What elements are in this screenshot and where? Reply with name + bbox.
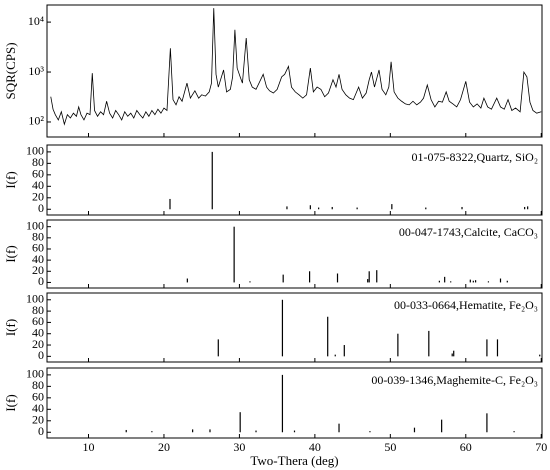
y-tick-label: 10² bbox=[28, 114, 44, 128]
x-axis-label: Two-Thera (deg) bbox=[250, 453, 338, 468]
y-tick-label: 100 bbox=[26, 144, 44, 158]
plot-frame bbox=[46, 4, 543, 138]
y-tick-label: 100 bbox=[26, 218, 44, 232]
y-tick-label: 60 bbox=[32, 390, 44, 404]
y-tick-label: 100 bbox=[26, 292, 44, 306]
x-tick-label: 60 bbox=[460, 440, 472, 454]
y-tick-label: 80 bbox=[32, 378, 44, 392]
x-tick-label: 30 bbox=[233, 440, 245, 454]
pattern-label: 00-047-1743,Calcite, CaCO₃ bbox=[399, 225, 538, 239]
y-tick-label: 80 bbox=[32, 230, 44, 244]
y-axis-label: I(f) bbox=[3, 171, 18, 188]
y-tick-label: 80 bbox=[32, 303, 44, 317]
x-tick-label: 10 bbox=[83, 440, 95, 454]
x-tick-label: 50 bbox=[384, 440, 396, 454]
y-tick-label: 20 bbox=[32, 190, 44, 204]
y-tick-label: 0 bbox=[38, 424, 44, 438]
plot-frame bbox=[46, 144, 543, 216]
plot-frame bbox=[46, 292, 543, 363]
y-tick-label: 0 bbox=[38, 201, 44, 215]
y-tick-label: 100 bbox=[26, 367, 44, 381]
x-tick-label: 20 bbox=[158, 440, 170, 454]
pattern-label: 01-075-8322,Quartz, SiO₂ bbox=[412, 150, 539, 164]
y-tick-label: 40 bbox=[32, 252, 44, 266]
y-tick-label: 40 bbox=[32, 178, 44, 192]
y-axis-label: SQR(CPS) bbox=[3, 42, 18, 99]
y-tick-label: 20 bbox=[32, 263, 44, 277]
pattern-label: 00-039-1346,Maghemite-C, Fe₂O₃ bbox=[371, 373, 538, 387]
x-tick-label: 70 bbox=[535, 440, 547, 454]
plot-frame bbox=[46, 367, 543, 439]
y-tick-label: 40 bbox=[32, 401, 44, 415]
y-tick-label: 10³ bbox=[28, 64, 44, 78]
x-tick-label: 40 bbox=[309, 440, 321, 454]
y-axis-label: I(f) bbox=[3, 319, 18, 336]
plot-frame bbox=[46, 219, 543, 289]
y-tick-label: 80 bbox=[32, 155, 44, 169]
diffractogram-line bbox=[50, 8, 542, 126]
pattern-label: 00-033-0664,Hematite, Fe₂O₃ bbox=[394, 298, 538, 312]
y-tick-label: 0 bbox=[38, 274, 44, 288]
y-tick-label: 20 bbox=[32, 337, 44, 351]
y-tick-label: 40 bbox=[32, 325, 44, 339]
y-tick-label: 10⁴ bbox=[28, 14, 44, 28]
y-tick-label: 60 bbox=[32, 314, 44, 328]
y-tick-label: 0 bbox=[38, 348, 44, 362]
y-axis-label: I(f) bbox=[3, 394, 18, 411]
y-tick-label: 60 bbox=[32, 241, 44, 255]
y-tick-label: 60 bbox=[32, 167, 44, 181]
y-axis-label: I(f) bbox=[3, 245, 18, 262]
y-tick-label: 20 bbox=[32, 413, 44, 427]
